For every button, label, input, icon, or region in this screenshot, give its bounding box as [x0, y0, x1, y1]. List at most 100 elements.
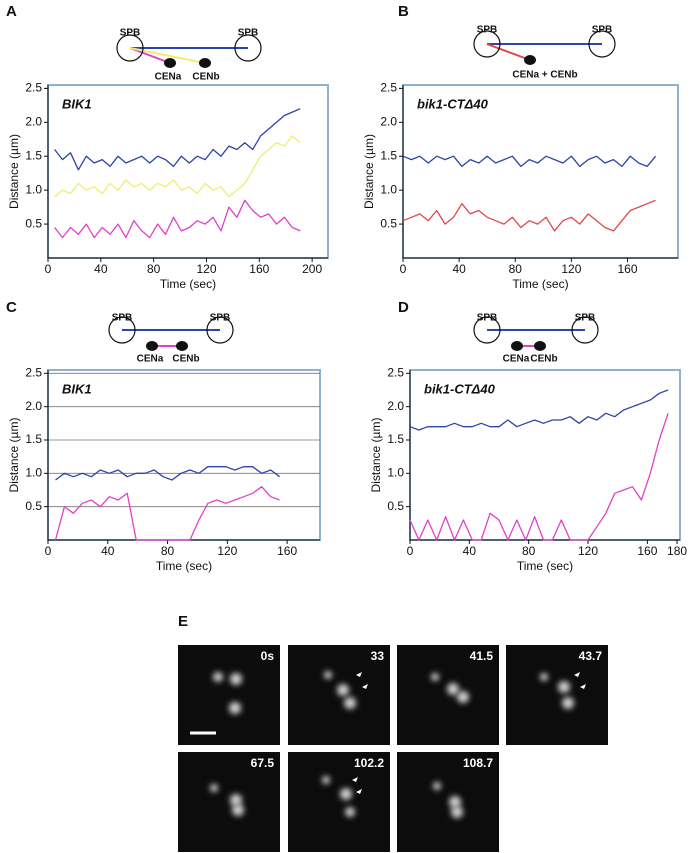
fluorescent-spot	[433, 782, 441, 790]
centromere-dot	[534, 341, 546, 351]
y-tick-label: 2.0	[25, 399, 42, 413]
series-line	[54, 135, 301, 198]
centromere-dot	[146, 341, 158, 351]
diagram-label: SPB	[238, 28, 259, 39]
series-line	[409, 389, 669, 431]
micrograph: 102.2	[288, 752, 390, 852]
diagram-label: CENa	[503, 354, 530, 365]
fluorescent-spot	[232, 804, 244, 816]
y-tick-label: 0.5	[387, 499, 404, 513]
fluorescent-spot	[457, 691, 469, 703]
micrograph-bg	[178, 645, 280, 745]
kinetochore-link	[129, 47, 171, 64]
series-line	[54, 108, 301, 171]
x-tick-label: 120	[196, 262, 216, 276]
fluorescent-spot	[324, 671, 332, 679]
diagram-label: SPB	[112, 313, 133, 324]
x-tick-label: 160	[277, 544, 297, 558]
micrograph: 33	[288, 645, 390, 745]
y-tick-label: 1.5	[25, 432, 42, 446]
spb-circle	[473, 30, 501, 58]
panel-letter: D	[398, 299, 409, 316]
micrograph: 41.5	[397, 645, 499, 745]
frame-time: 41.5	[470, 649, 494, 663]
fluorescent-spot	[447, 683, 459, 695]
diagram-label: SPB	[477, 25, 498, 36]
x-tick-label: 160	[617, 262, 637, 276]
x-tick-label: 40	[452, 262, 466, 276]
diagram-label: CENb	[530, 354, 557, 365]
y-axis-label: Distance (µm)	[7, 134, 21, 209]
plot-title: BIK1	[62, 96, 92, 111]
series-line	[54, 199, 301, 239]
frame-time: 102.2	[354, 756, 384, 770]
y-tick-label: 0.5	[25, 216, 42, 230]
series-line	[402, 155, 657, 168]
fluorescent-spot	[229, 702, 241, 714]
frame-time: 0s	[261, 649, 275, 663]
arrowhead	[574, 672, 580, 677]
x-tick-label: 120	[217, 544, 237, 558]
fluorescent-spot	[451, 806, 463, 818]
y-tick-label: 1.0	[25, 466, 42, 480]
diagram-label: CENa	[137, 354, 164, 365]
x-tick-label: 80	[161, 544, 175, 558]
x-axis-label: Time (sec)	[156, 559, 212, 573]
series-line	[409, 413, 669, 541]
x-tick-label: 40	[101, 544, 115, 558]
centromere-dot	[524, 55, 536, 65]
x-axis-label: Time (sec)	[517, 559, 573, 573]
y-tick-label: 2.5	[380, 81, 397, 95]
micrograph-bg	[397, 645, 499, 745]
spb-circle	[473, 316, 501, 344]
x-tick-label: 120	[561, 262, 581, 276]
arrowhead	[580, 684, 586, 689]
centromere-dot	[164, 58, 176, 68]
x-axis-label: Time (sec)	[160, 277, 216, 291]
series-line	[55, 466, 280, 481]
arrowhead	[356, 672, 362, 677]
centromere-dot	[511, 341, 523, 351]
fluorescent-spot	[337, 684, 349, 696]
y-axis-label: Distance (µm)	[7, 418, 21, 493]
centromere-dot	[199, 58, 211, 68]
kinetochore-link	[486, 43, 531, 61]
y-tick-label: 0.5	[25, 499, 42, 513]
x-tick-label: 0	[45, 544, 52, 558]
x-tick-label: 200	[302, 262, 322, 276]
diagram-label: CENb	[192, 72, 219, 83]
x-axis-label: Time (sec)	[512, 277, 568, 291]
diagram-label: CENb	[172, 354, 199, 365]
fluorescent-spot	[230, 673, 242, 685]
fluorescent-spot	[340, 788, 352, 800]
diagram-label: CENa + CENb	[512, 70, 577, 81]
panel-letter: B	[398, 3, 409, 20]
y-tick-label: 2.0	[25, 114, 42, 128]
arrowhead	[362, 684, 368, 689]
spb-circle	[108, 316, 136, 344]
spb-circle	[571, 316, 599, 344]
y-axis-label: Distance (µm)	[362, 134, 376, 209]
fluorescent-spot	[540, 673, 548, 681]
arrowhead	[352, 777, 358, 782]
x-tick-label: 80	[509, 262, 523, 276]
x-tick-label: 0	[45, 262, 52, 276]
arrowhead	[356, 789, 362, 794]
x-tick-label: 120	[578, 544, 598, 558]
micrograph-bg	[506, 645, 608, 745]
diagram-label: CENa	[155, 72, 182, 83]
y-tick-label: 1.0	[25, 182, 42, 196]
x-tick-label: 160	[637, 544, 657, 558]
fluorescent-spot	[213, 672, 223, 682]
y-tick-label: 2.0	[387, 399, 404, 413]
x-tick-label: 180	[667, 544, 687, 558]
diagram-label: SPB	[592, 25, 613, 36]
y-tick-label: 1.5	[387, 432, 404, 446]
micrograph: 108.7	[397, 752, 499, 852]
y-tick-label: 2.5	[387, 366, 404, 380]
micrograph: 67.5	[178, 752, 280, 852]
x-tick-label: 40	[463, 544, 477, 558]
y-tick-label: 2.0	[380, 114, 397, 128]
y-tick-label: 1.5	[25, 148, 42, 162]
micrograph: 0s	[178, 645, 280, 745]
